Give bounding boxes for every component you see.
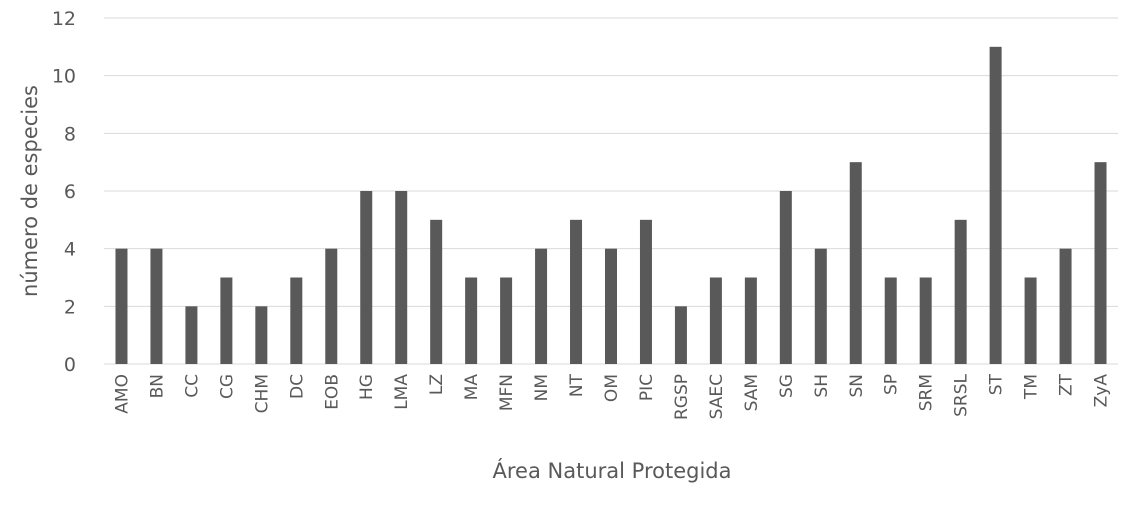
x-tick-label: NM xyxy=(532,374,552,401)
bar-sg xyxy=(779,191,792,364)
bar-cc xyxy=(185,306,198,364)
bar-chm xyxy=(255,306,268,364)
x-tick-label: PIC xyxy=(637,374,657,401)
bar-sam xyxy=(744,277,757,364)
x-tick-label: ZT xyxy=(1057,373,1077,396)
bar-dc xyxy=(290,277,303,364)
bar-sp xyxy=(884,277,897,364)
x-tick-label: SRSL xyxy=(952,373,972,416)
bar-sn xyxy=(849,162,862,364)
bar-nm xyxy=(535,248,548,364)
x-tick-label: SAM xyxy=(742,374,762,411)
bar-amo xyxy=(115,248,128,364)
bar-srm xyxy=(919,277,932,364)
y-tick-label: 8 xyxy=(64,123,76,145)
x-tick-label: RGSP xyxy=(672,374,692,420)
bar-lz xyxy=(430,219,443,364)
bar-om xyxy=(605,248,617,364)
bar-zya xyxy=(1094,162,1107,364)
bar-bn xyxy=(150,248,163,364)
x-tick-label: LZ xyxy=(427,374,447,395)
x-tick-label: SH xyxy=(812,374,832,398)
x-axis-ticks: AMO BN CC CG CHM DC EOB HG LMA LZ MA MFN NM NT OM PIC RG… xyxy=(112,373,1111,420)
y-tick-label: 10 xyxy=(52,66,76,88)
y-tick-label: 0 xyxy=(64,354,76,376)
x-tick-label: CHM xyxy=(252,374,272,413)
bar-nt xyxy=(570,219,583,364)
x-tick-label: AMO xyxy=(112,374,132,414)
y-tick-label: 6 xyxy=(64,181,76,203)
bar-sh xyxy=(814,248,827,364)
x-tick-label: MFN xyxy=(497,374,517,411)
x-tick-label: NT xyxy=(567,373,587,397)
x-tick-label: SAEC xyxy=(707,374,727,419)
bar-eob xyxy=(325,248,338,364)
x-tick-label: SRM xyxy=(917,374,937,411)
x-tick-label: CG xyxy=(217,374,237,399)
x-tick-label: ST xyxy=(987,373,1007,395)
y-axis-title: número de especies xyxy=(18,85,42,297)
bar-st xyxy=(989,46,1002,364)
x-tick-label: DC xyxy=(287,374,307,399)
y-axis-ticks: 0 2 4 6 8 10 12 xyxy=(52,8,76,376)
x-tick-label: CC xyxy=(182,374,202,398)
bar-lma xyxy=(395,191,408,364)
bar-ma xyxy=(465,277,478,364)
bar-mfn xyxy=(500,277,513,364)
bar-hg xyxy=(360,191,373,364)
bar-pic xyxy=(639,219,652,364)
x-axis-title: Área Natural Protegida xyxy=(493,458,732,483)
bar-srsl xyxy=(954,219,967,364)
bar-tm xyxy=(1024,277,1037,364)
x-tick-label: SN xyxy=(847,374,867,398)
x-tick-label: LMA xyxy=(392,374,412,410)
x-tick-label: HG xyxy=(357,374,377,400)
bar-cg xyxy=(220,277,233,364)
bar-rgsp xyxy=(674,306,687,364)
x-tick-label: ZyA xyxy=(1092,374,1112,408)
x-tick-label: MA xyxy=(462,374,482,401)
bar-saec xyxy=(709,277,722,364)
x-tick-label: SG xyxy=(777,374,797,398)
y-tick-label: 2 xyxy=(64,296,76,318)
y-tick-label: 4 xyxy=(64,239,76,261)
bar-zt xyxy=(1059,248,1072,364)
x-tick-label: TM xyxy=(1022,374,1042,400)
x-tick-label: SP xyxy=(882,374,902,395)
x-tick-label: EOB xyxy=(322,374,342,410)
x-tick-label: OM xyxy=(602,374,622,402)
bars xyxy=(115,46,1107,364)
x-tick-label: BN xyxy=(147,374,167,398)
y-tick-label: 12 xyxy=(52,8,76,30)
